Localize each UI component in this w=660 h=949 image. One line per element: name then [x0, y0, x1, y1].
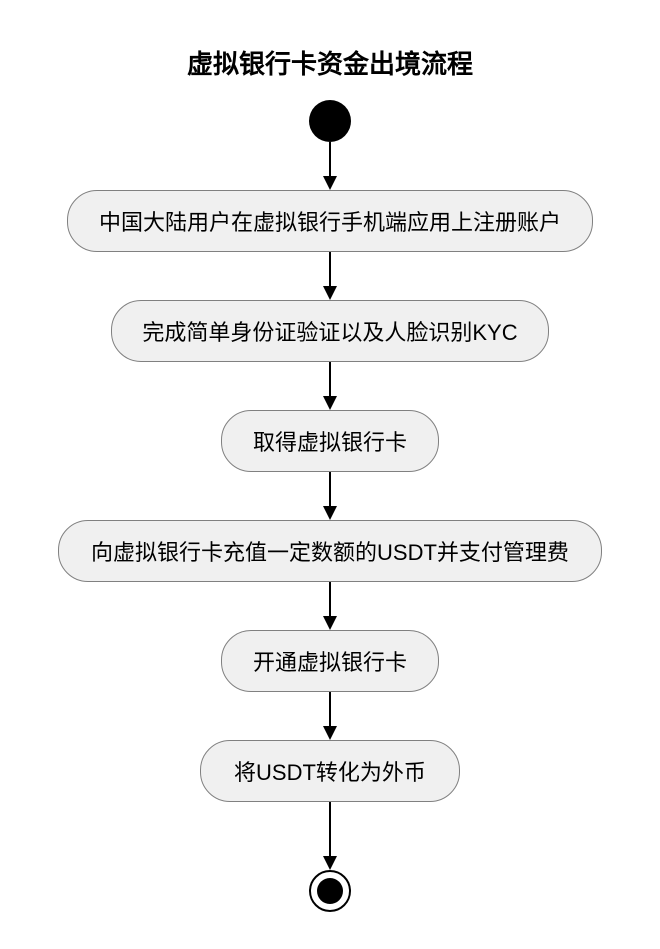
flow-node-label: 中国大陆用户在虚拟银行手机端应用上注册账户 [99, 205, 561, 237]
arrow-line-3 [329, 472, 331, 506]
arrow-head-0 [323, 176, 337, 190]
arrow-line-2 [329, 362, 331, 396]
flow-node-label: 将USDT转化为外币 [234, 755, 426, 787]
flow-node-4: 开通虚拟银行卡 [221, 630, 439, 692]
arrow-head-6 [323, 856, 337, 870]
flow-node-label: 取得虚拟银行卡 [253, 425, 407, 457]
flow-node-3: 向虚拟银行卡充值一定数额的USDT并支付管理费 [58, 520, 602, 582]
arrow-line-6 [329, 802, 331, 856]
flow-node-label: 完成简单身份证验证以及人脸识别KYC [142, 315, 517, 347]
flow-node-2: 取得虚拟银行卡 [221, 410, 439, 472]
arrow-head-2 [323, 396, 337, 410]
flow-node-5: 将USDT转化为外币 [200, 740, 460, 802]
end-node [309, 870, 351, 912]
arrow-line-5 [329, 692, 331, 726]
flow-node-1: 完成简单身份证验证以及人脸识别KYC [111, 300, 549, 362]
arrow-head-3 [323, 506, 337, 520]
arrow-head-5 [323, 726, 337, 740]
arrow-line-0 [329, 142, 331, 176]
start-node [309, 100, 351, 142]
arrow-line-1 [329, 252, 331, 286]
arrow-head-4 [323, 616, 337, 630]
end-node-inner [317, 878, 343, 904]
flow-node-label: 开通虚拟银行卡 [253, 645, 407, 677]
flowchart-title: 虚拟银行卡资金出境流程 [187, 44, 473, 81]
arrow-line-4 [329, 582, 331, 616]
arrow-head-1 [323, 286, 337, 300]
flow-node-0: 中国大陆用户在虚拟银行手机端应用上注册账户 [67, 190, 593, 252]
flow-node-label: 向虚拟银行卡充值一定数额的USDT并支付管理费 [91, 535, 569, 567]
